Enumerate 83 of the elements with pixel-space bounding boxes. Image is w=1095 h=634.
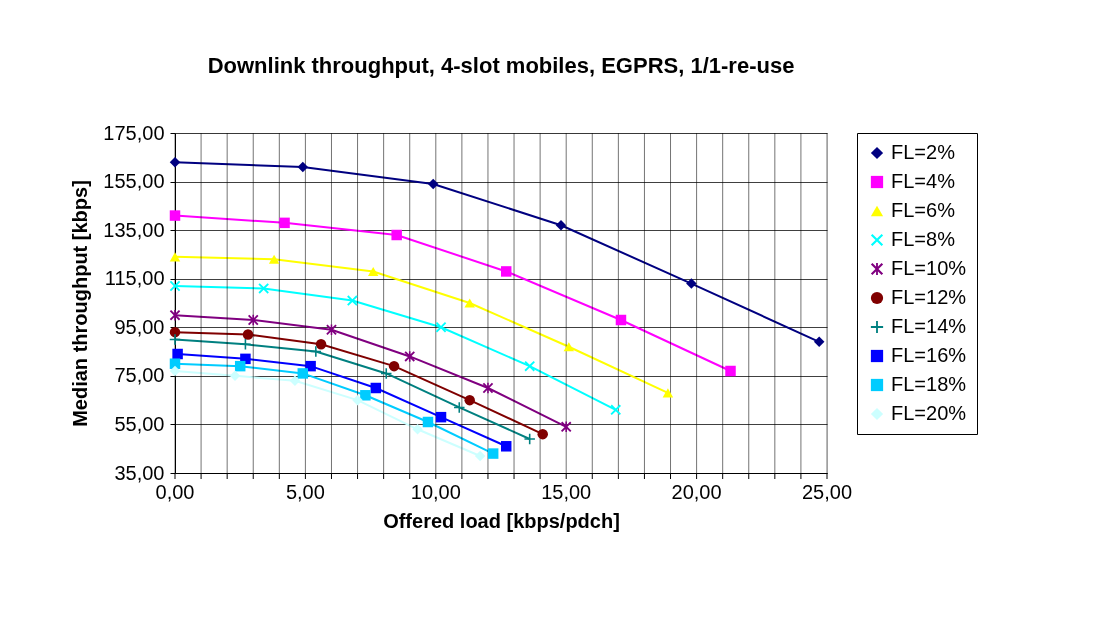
y-tick-label: 35,00: [114, 461, 165, 484]
point: [500, 266, 512, 277]
point: [464, 298, 475, 308]
chart-title: Downlink throughput, 4-slot mobiles, EGPRS, 1/1-re-use: [207, 53, 795, 78]
legend-label: FL=20%: [891, 402, 967, 424]
y-tick-label: 175,00: [103, 121, 165, 144]
point: [474, 450, 486, 462]
point: [169, 156, 181, 168]
point: [464, 394, 475, 406]
x-axis-title: Offered load [kbps/pdch]: [383, 509, 620, 532]
point: [615, 314, 627, 326]
y-tick-label: 95,00: [114, 315, 165, 338]
point: [297, 161, 309, 173]
point: [555, 220, 567, 231]
legend-label: FL=14%: [891, 315, 967, 337]
x-tick-label: 10,00: [410, 481, 461, 503]
point: [326, 324, 337, 335]
point: [169, 252, 181, 262]
y-tick-label: 55,00: [114, 412, 165, 435]
point: [662, 388, 674, 398]
point: [248, 314, 259, 326]
point: [297, 368, 309, 379]
point: [435, 411, 447, 423]
point: [169, 210, 181, 221]
point: [347, 295, 358, 306]
point: [487, 448, 499, 459]
legend-label: FL=6%: [891, 199, 956, 221]
point: [305, 360, 316, 372]
point: [169, 334, 181, 345]
point: [725, 365, 736, 377]
point: [610, 404, 621, 416]
point: [563, 342, 575, 352]
point: [454, 402, 465, 413]
point: [268, 254, 280, 264]
legend-label: FL=8%: [891, 228, 956, 250]
legend-label: FL=18%: [891, 373, 967, 395]
point: [412, 424, 423, 435]
y-axis-title: Median throughput [kbps]: [69, 180, 92, 427]
point: [172, 348, 183, 360]
point: [169, 309, 181, 321]
point: [258, 283, 269, 294]
x-tick-label: 15,00: [541, 481, 592, 503]
legend-label: FL=16%: [891, 344, 967, 366]
x-tick-label: 0,00: [155, 481, 195, 503]
point: [422, 416, 434, 428]
x-tick-label: 5,00: [285, 481, 325, 503]
point: [686, 278, 697, 289]
legend-label: FL=12%: [891, 286, 967, 308]
point: [279, 217, 290, 229]
y-tick-label: 135,00: [103, 218, 165, 241]
point: [391, 229, 402, 241]
legend-label: FL=4%: [891, 170, 956, 192]
point: [370, 382, 382, 394]
point: [234, 360, 246, 372]
point: [352, 394, 363, 406]
point: [169, 365, 181, 377]
point: [367, 266, 379, 276]
x-tick-label: 25,00: [801, 481, 853, 503]
y-tick-label: 75,00: [114, 364, 165, 387]
point: [240, 339, 251, 350]
point: [500, 441, 512, 452]
x-tick-label: 20,00: [671, 481, 722, 503]
point: [315, 339, 327, 350]
point: [310, 346, 322, 357]
point: [289, 375, 301, 386]
point: [381, 368, 392, 379]
point: [360, 390, 371, 401]
point: [524, 360, 535, 372]
point: [524, 433, 535, 445]
point: [242, 329, 254, 340]
legend-label: FL=10%: [891, 257, 967, 279]
point: [537, 428, 548, 440]
y-tick-label: 155,00: [103, 170, 165, 193]
y-tick-label: 115,00: [104, 267, 165, 290]
point: [560, 421, 572, 433]
point: [435, 322, 447, 333]
point: [482, 382, 494, 394]
point: [813, 336, 825, 348]
point: [404, 351, 415, 362]
point: [169, 280, 181, 292]
point: [388, 360, 400, 372]
legend-label: FL=2%: [891, 141, 956, 163]
point: [427, 178, 439, 190]
